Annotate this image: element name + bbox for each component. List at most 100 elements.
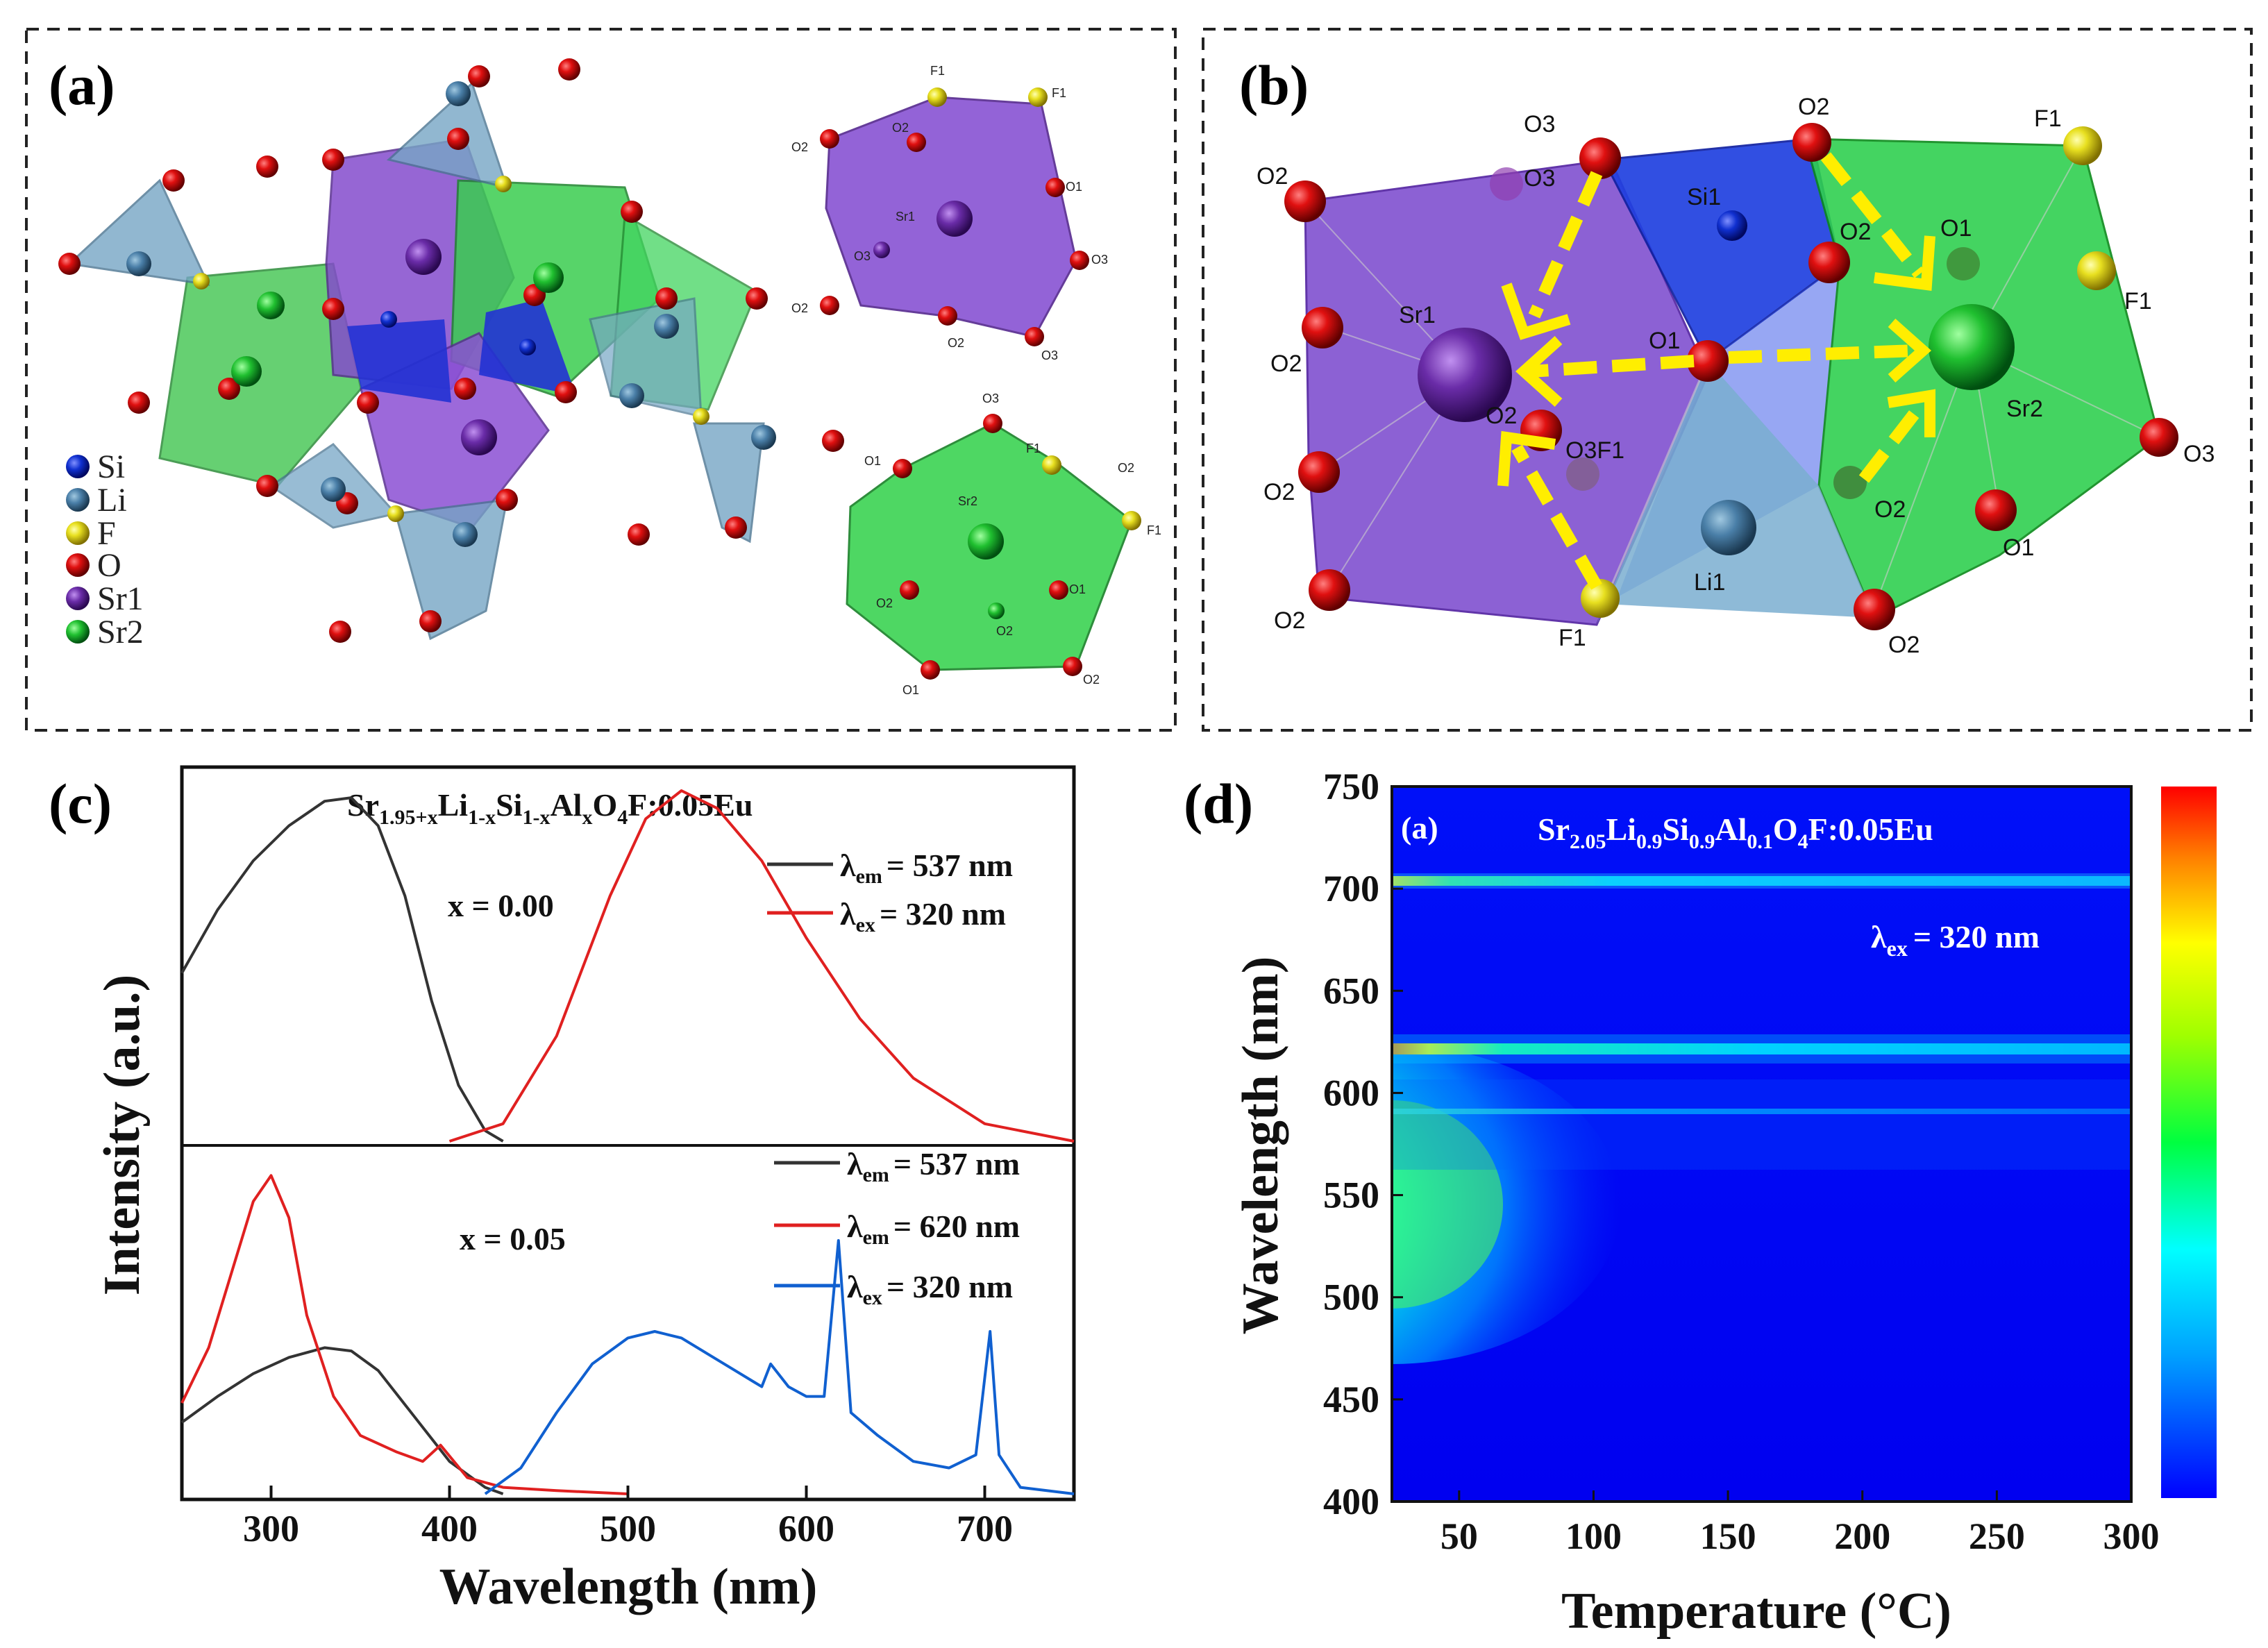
legend-dot-li [66, 488, 90, 512]
series-line-x000-1 [448, 789, 1075, 1143]
svg-text:O2: O2 [948, 336, 964, 350]
panel-a-frame [25, 28, 1177, 732]
svg-text:O2: O2 [1118, 461, 1134, 475]
svg-text:O2: O2 [1486, 403, 1517, 429]
chart-c-xlabel: Wavelength (nm) [439, 1558, 818, 1615]
svg-text:O2: O2 [791, 140, 808, 154]
heatmap-band-620 [1392, 1043, 2131, 1054]
series-line-x005-2 [484, 1239, 1075, 1495]
legend-dot-sr1 [66, 587, 90, 610]
svg-text:F1: F1 [2124, 288, 2152, 314]
legend-label-li: Li [97, 482, 127, 519]
x-tick-label: 200 [1834, 1515, 1890, 1557]
svg-text:Sr1: Sr1 [896, 210, 915, 224]
svg-text:F1: F1 [2034, 106, 2062, 132]
series-line-x005-1 [180, 1174, 628, 1495]
panel-b-frame [1202, 28, 2253, 732]
x-tick-label: 100 [1565, 1515, 1622, 1557]
series-line-x000-0 [180, 796, 504, 1143]
y-tick-label: 750 [1323, 766, 1379, 807]
chart-c-ylabel: Intensity (a.u.) [94, 975, 151, 1296]
x-tick-label: 600 [778, 1508, 834, 1549]
chart-c-legend-top: λem = 537 nm λex = 320 nm [767, 848, 1013, 936]
svg-text:O1: O1 [902, 683, 919, 697]
x-tick-label: 400 [421, 1508, 478, 1549]
sr2-polyhedron [846, 414, 1141, 680]
heatmap-band-590 [1392, 1109, 2131, 1114]
svg-text:O2: O2 [996, 624, 1013, 638]
svg-text:O3: O3 [1041, 348, 1058, 362]
chart-d-tag: (a) [1401, 810, 1438, 846]
svg-text:Sr1: Sr1 [1399, 302, 1436, 328]
svg-text:O2: O2 [1888, 632, 1920, 658]
svg-text:O1: O1 [1069, 582, 1086, 596]
svg-text:F1: F1 [1052, 86, 1066, 100]
svg-text:O3: O3 [1091, 253, 1108, 267]
svg-text:λex= 320 nm: λex = 320 nm [847, 1269, 1013, 1309]
panel-c: (c) Sr1.95+xLi1-xSi1-xAlxO4F:0.05Eu x = … [49, 765, 1076, 1615]
svg-text:O3: O3 [854, 249, 871, 263]
svg-text:λem= 537 nm: λem = 537 nm [847, 1146, 1020, 1186]
legend-label-o: O [97, 547, 121, 584]
x-tick-label: 300 [2103, 1515, 2160, 1557]
chart-d-heatmap [1392, 787, 2131, 1502]
chart-d-excitation: λex = 320 nm [1871, 919, 2040, 961]
chart-c-x-ticks: 300 400 500 600 700 [243, 1486, 1013, 1549]
x-tick-label: 300 [243, 1508, 299, 1549]
svg-text:O1: O1 [1940, 215, 1972, 242]
legend-dot-sr2 [66, 620, 90, 644]
svg-text:O3: O3 [2183, 441, 2215, 467]
svg-text:O2: O2 [1263, 479, 1295, 505]
x-tick-label: 700 [957, 1508, 1013, 1549]
chart-d-colorbar [2161, 787, 2217, 1498]
panel-a-label: (a) [49, 53, 115, 117]
svg-text:O2: O2 [791, 301, 808, 315]
svg-text:λem= 537 nm: λem = 537 nm [840, 848, 1013, 888]
chart-d-ylabel: Wavelength (nm) [1232, 957, 1289, 1335]
svg-text:O2: O2 [1270, 351, 1302, 377]
sr1-polyhedron-labels: F1 F1 O2 O2 O1 Sr1 O3 O3 O2 O2 O3 [791, 64, 1108, 362]
panel-c-label: (c) [49, 772, 112, 835]
panel-b: (b) [1202, 28, 2253, 732]
svg-text:O3: O3 [982, 392, 999, 405]
sr2-polyhedron-labels: O3 O1 F1 Sr2 F1 O1 O2 O2 O1 O2 O2 [864, 392, 1161, 697]
svg-text:F1: F1 [930, 64, 945, 78]
svg-text:O2: O2 [1874, 496, 1906, 523]
svg-text:O3: O3 [1524, 165, 1555, 192]
chart-d-xlabel: Temperature (°C) [1561, 1583, 1951, 1640]
y-tick-label: 700 [1323, 868, 1379, 909]
y-tick-label: 650 [1323, 970, 1379, 1011]
chart-c-plot-area [180, 765, 1076, 1502]
svg-text:λem= 620 nm: λem = 620 nm [847, 1209, 1020, 1249]
coordination-arrows [1497, 152, 1935, 590]
svg-text:O3F1: O3F1 [1565, 437, 1624, 464]
legend-label-sr2: Sr2 [97, 614, 144, 650]
panel-d: (d) (a) Sr2.05Li0.9Si0.9Al0.1O4F:0.05Eu … [1184, 766, 2217, 1640]
svg-text:O3: O3 [1524, 111, 1555, 137]
legend-label-f: F [97, 515, 116, 552]
svg-text:O2: O2 [1840, 219, 1871, 245]
svg-text:λex= 320 nm: λex = 320 nm [840, 896, 1006, 936]
chart-c-formula: Sr1.95+xLi1-xSi1-xAlxO4F:0.05Eu [347, 787, 753, 829]
svg-text:O2: O2 [1083, 673, 1100, 687]
svg-text:O2: O2 [1257, 163, 1288, 190]
svg-text:O2: O2 [876, 596, 893, 610]
panel-b-label: (b) [1239, 53, 1309, 117]
legend-label-sr1: Sr1 [97, 580, 144, 617]
svg-text:Si1: Si1 [1687, 184, 1721, 210]
atoms-a [58, 58, 844, 643]
chart-d-x-ticks: 50 100 150 200 250 300 [1440, 1490, 2160, 1557]
x-tick-label: 250 [1969, 1515, 2025, 1557]
svg-text:O2: O2 [892, 121, 909, 135]
legend-dot-f [66, 521, 90, 545]
chart-c-annotation-top: x = 0.00 [448, 888, 554, 923]
svg-text:Li1: Li1 [1694, 569, 1725, 596]
atoms-b [1284, 123, 2178, 630]
sr1-polyhedron [820, 87, 1089, 346]
svg-text:F1: F1 [1026, 442, 1041, 455]
svg-text:O1: O1 [1649, 328, 1680, 354]
legend-label-si: Si [97, 448, 125, 485]
svg-text:Sr2: Sr2 [958, 494, 977, 508]
svg-text:O2: O2 [1274, 607, 1305, 634]
